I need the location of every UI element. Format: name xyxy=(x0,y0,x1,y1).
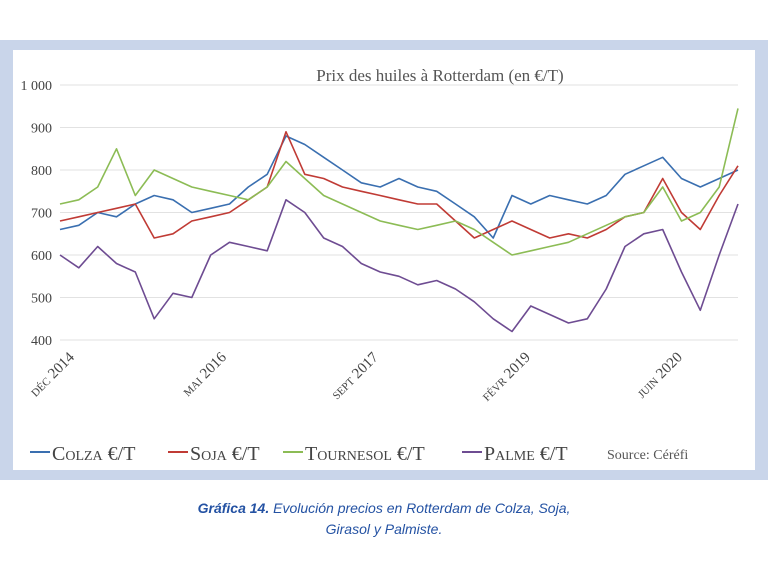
x-tick-label: déc 2014 xyxy=(27,349,78,400)
legend-label: Palme €/T xyxy=(484,443,568,465)
series-line xyxy=(59,135,739,239)
y-tick-label: 900 xyxy=(31,122,52,137)
source-note: Source: Céréfi xyxy=(607,448,688,463)
y-tick-label: 600 xyxy=(31,249,52,264)
oil-price-chart: Prix des huiles à Rotterdam (en €/T) 400… xyxy=(21,66,739,465)
x-tick-label: févr 2019 xyxy=(479,350,534,405)
x-tick-label: juin 2020 xyxy=(634,350,686,402)
figure-caption: Gráfica 14. Evolución precios en Rotterd… xyxy=(0,498,768,540)
x-axis: déc 2014 mai 2016 sept 2017 févr 2019 juin 2… xyxy=(27,349,686,404)
legend: Colza €/T Soja €/T Tournesol €/T Palme €/T xyxy=(30,443,568,465)
series-line xyxy=(59,131,739,239)
y-tick-label: 1 000 xyxy=(21,79,53,94)
y-tick-label: 800 xyxy=(31,164,52,179)
caption-lead: Gráfica 14. xyxy=(197,500,270,516)
caption-line1: Evolución precios en Rotterdam de Colza,… xyxy=(273,500,571,516)
legend-label: Tournesol €/T xyxy=(305,443,425,465)
caption-line2: Girasol y Palmiste. xyxy=(325,521,443,537)
x-tick-label: mai 2016 xyxy=(180,349,231,400)
y-axis: 400 500 600 700 800 900 1 000 xyxy=(21,79,53,349)
chart-title: Prix des huiles à Rotterdam (en €/T) xyxy=(316,66,563,85)
y-tick-label: 400 xyxy=(31,334,52,349)
legend-label: Colza €/T xyxy=(52,443,135,465)
series-line xyxy=(59,199,739,333)
y-tick-label: 500 xyxy=(31,292,52,307)
x-tick-label: sept 2017 xyxy=(328,349,382,403)
grid xyxy=(60,84,738,341)
y-tick-label: 700 xyxy=(31,207,52,222)
series-line xyxy=(59,108,739,256)
legend-label: Soja €/T xyxy=(190,443,260,465)
chart-panel xyxy=(13,50,755,470)
series-lines xyxy=(59,108,739,333)
